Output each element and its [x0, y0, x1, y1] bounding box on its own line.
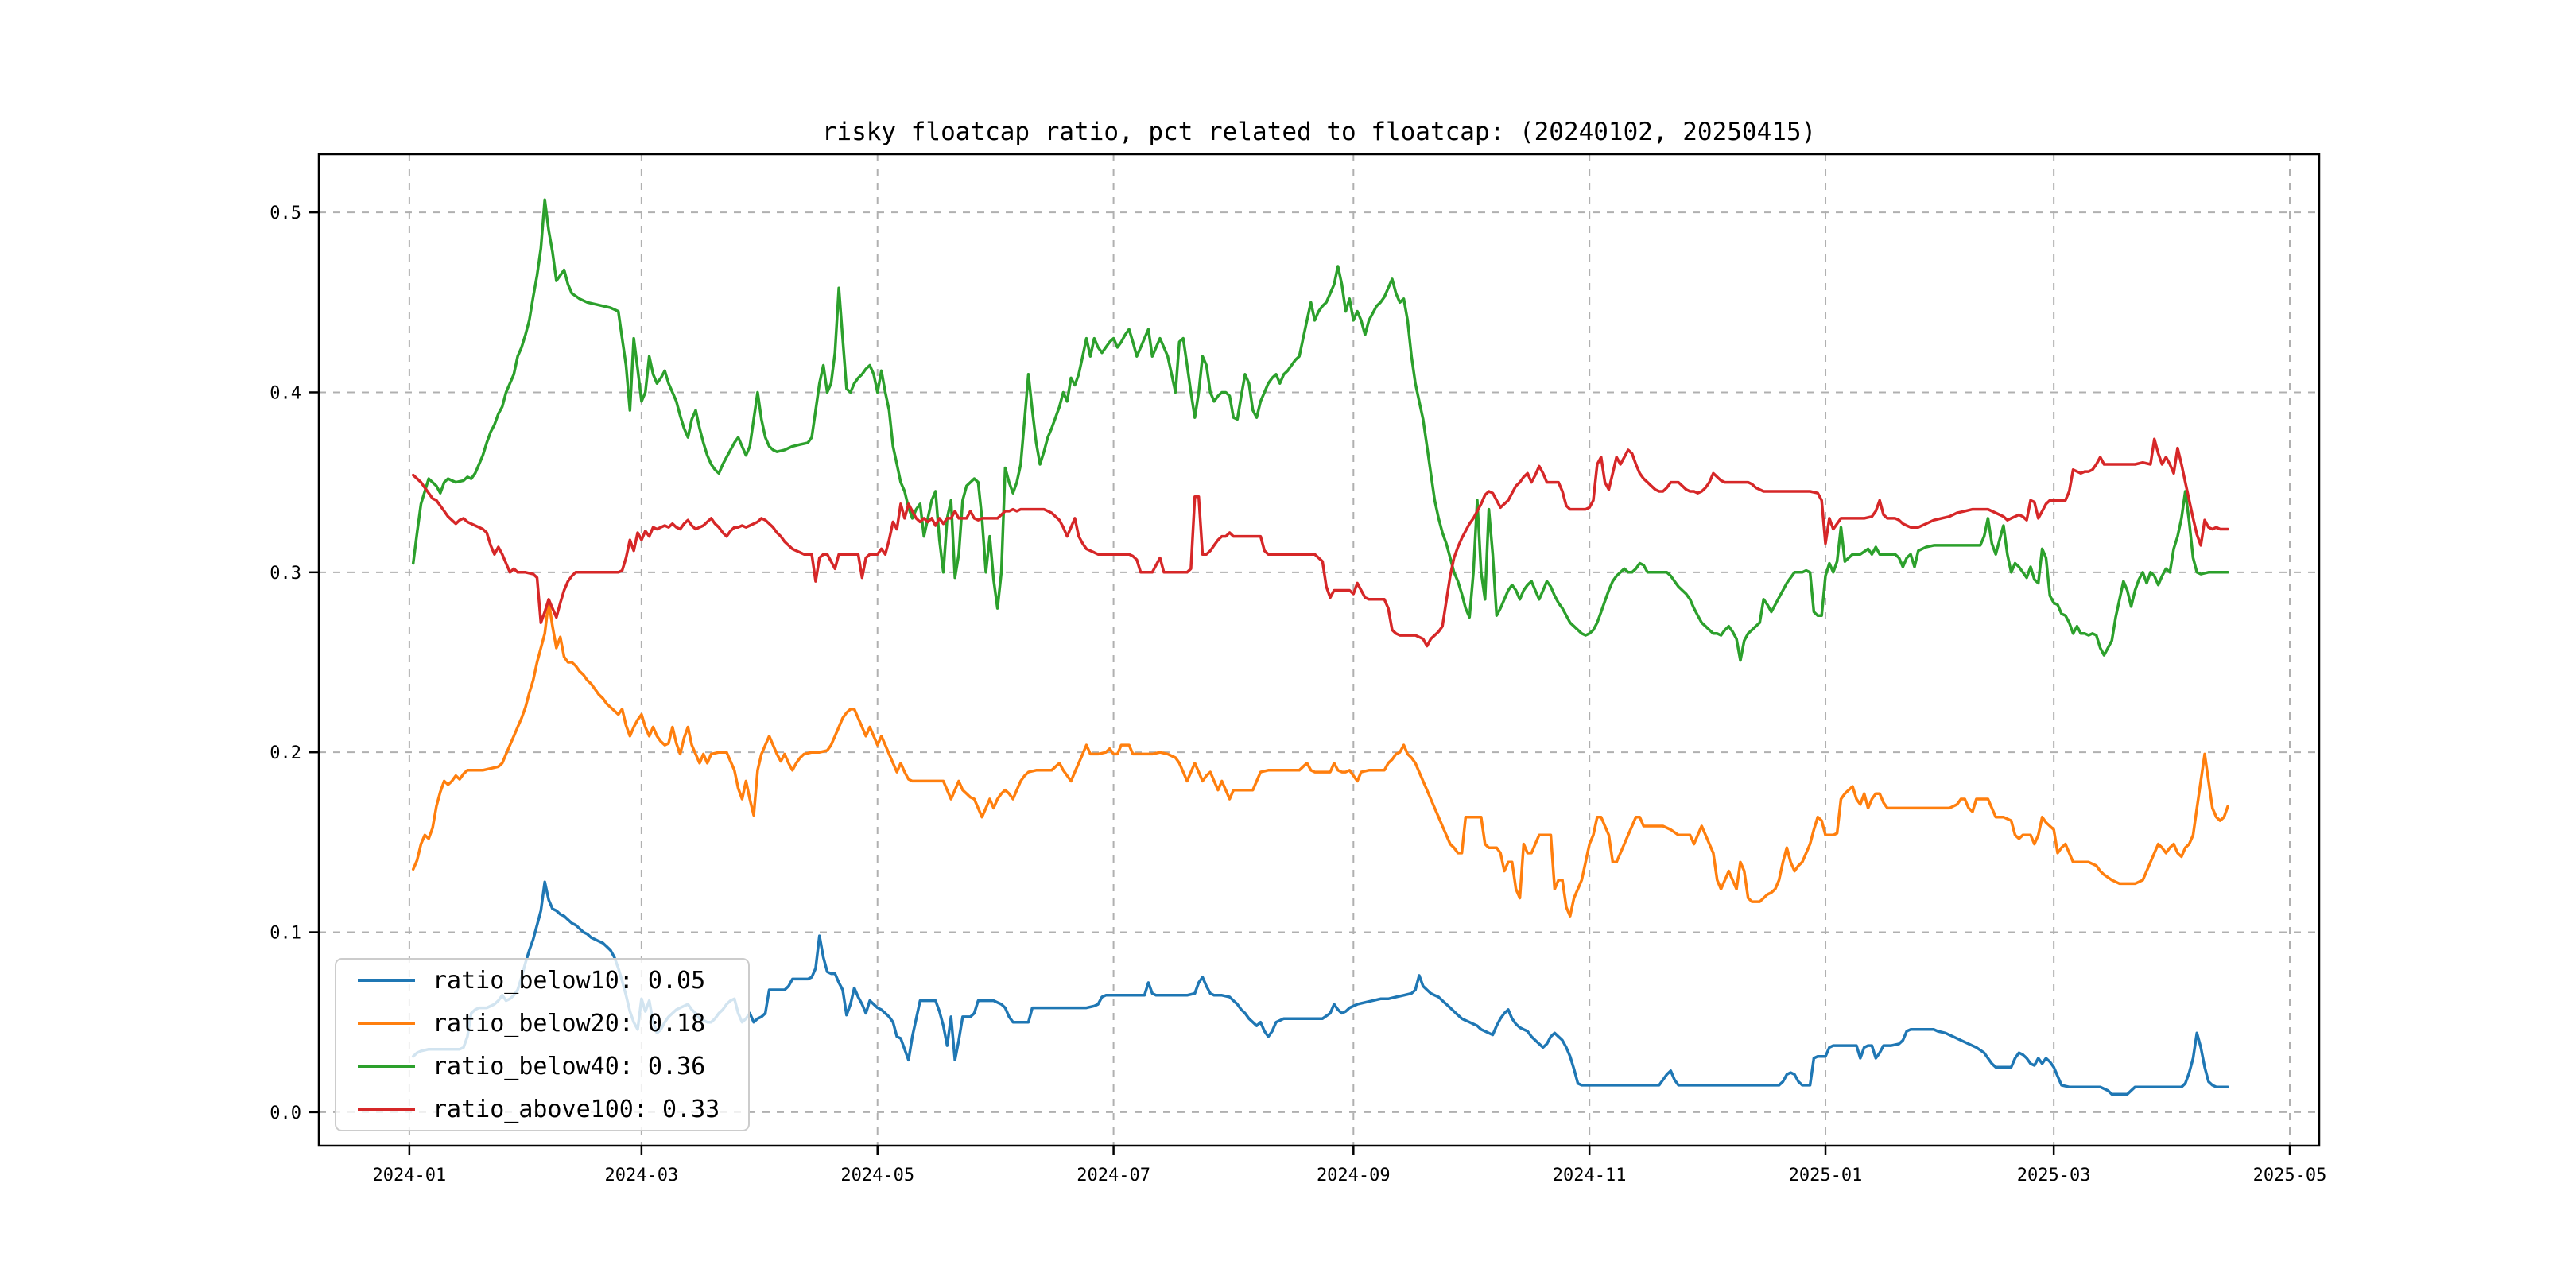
- x-tick-label-2024-09: 2024-09: [1317, 1166, 1391, 1185]
- series-line-ratio_below40: [411, 198, 2229, 662]
- series-line-ratio_below20: [411, 599, 2229, 918]
- legend-label-ratio_below40: ratio_below40: 0.36: [433, 1053, 705, 1080]
- x-tick-label-2024-05: 2024-05: [840, 1166, 914, 1185]
- chart-title: risky floatcap ratio, pct related to flo…: [822, 118, 1816, 146]
- y-tick-label-0.1: 0.1: [270, 924, 301, 944]
- legend-label-ratio_above100: ratio_above100: 0.33: [433, 1096, 720, 1123]
- y-tick-label-0.4: 0.4: [270, 383, 301, 403]
- legend-label-ratio_below10: ratio_below10: 0.05: [433, 967, 705, 995]
- y-tick-label-0.2: 0.2: [270, 743, 301, 763]
- x-tick-label-2024-07: 2024-07: [1077, 1166, 1150, 1185]
- x-tick-label-2024-01: 2024-01: [373, 1166, 447, 1185]
- y-tick-label-0.3: 0.3: [270, 564, 301, 584]
- legend: ratio_below10: 0.05 ratio_below20: 0.18 ra…: [335, 958, 750, 1131]
- legend-entry-ratio_below20: ratio_below20: 0.18: [358, 1010, 705, 1038]
- legend-label-ratio_below20: ratio_below20: 0.18: [433, 1010, 705, 1038]
- x-tick-label-2025-01: 2025-01: [1789, 1166, 1863, 1185]
- x-tick-label-2025-03: 2025-03: [2017, 1166, 2091, 1185]
- series-line-ratio_above100: [411, 437, 2229, 648]
- legend-entry-ratio_above100: ratio_above100: 0.33: [358, 1096, 720, 1123]
- y-tick-label-0.5: 0.5: [270, 204, 301, 223]
- legend-entry-ratio_below10: ratio_below10: 0.05: [358, 967, 705, 995]
- legend-entry-ratio_below40: ratio_below40: 0.36: [358, 1053, 705, 1080]
- x-tick-label-2025-05: 2025-05: [2253, 1166, 2327, 1185]
- y-tick-label-0.0: 0.0: [270, 1104, 301, 1123]
- grid-layer: [319, 154, 2319, 1146]
- tick-layer: 2024-01 2024-03 2024-05 2024-07 2024-09 2024-…: [270, 204, 2326, 1185]
- x-tick-label-2024-03: 2024-03: [605, 1166, 679, 1185]
- legend-box: [335, 958, 750, 1131]
- plot-area: [317, 153, 2321, 1147]
- x-tick-label-2024-11: 2024-11: [1553, 1166, 1627, 1185]
